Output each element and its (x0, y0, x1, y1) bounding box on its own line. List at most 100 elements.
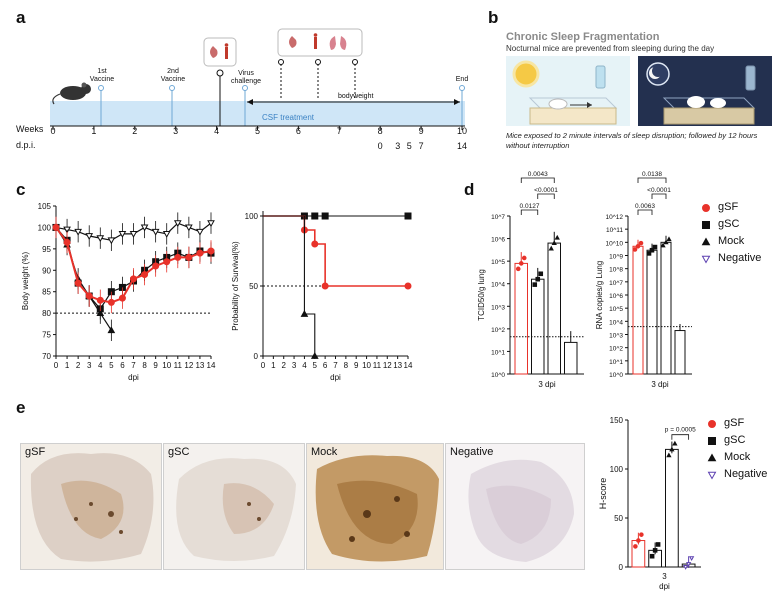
data-point-mock (672, 440, 678, 446)
data-point-gsc (649, 247, 655, 253)
y-tick-label: 100 (38, 223, 52, 232)
y-axis-label: Body weight (%) (21, 252, 30, 311)
legend-label: gSC (724, 434, 746, 446)
csf-treatment-label: CSF treatment (262, 113, 315, 122)
p-value-label: p = 0.0005 (665, 427, 696, 434)
data-point-negative (185, 224, 193, 232)
legend-marker-gsf (702, 204, 710, 212)
bar-gsc (646, 249, 658, 375)
significance-bracket (520, 177, 555, 183)
lung-label-gsc: gSC (168, 446, 190, 458)
vaccine2-label: 2nd Vaccine (160, 68, 186, 83)
x-tick-label: 10 (162, 361, 171, 370)
x-tick-label: 13 (195, 361, 204, 370)
y-tick-label: 70 (42, 352, 51, 361)
data-point-gsf (152, 262, 160, 270)
legend-label: gSF (718, 201, 739, 213)
week-tick-label: 6 (295, 126, 301, 136)
x-tick-label: 14 (404, 361, 413, 370)
panel-letter-d: d (464, 180, 475, 199)
vaccine2-marker (169, 85, 175, 126)
y-tick-label: 100 (245, 212, 259, 221)
legend-label: gSC (718, 218, 740, 230)
lung-section-mock: Mock (306, 443, 444, 570)
p-value-label: <0.0001 (534, 187, 558, 194)
data-point-gsf (52, 223, 60, 231)
week-tick-label: 7 (336, 126, 342, 136)
lung-label-mock: Mock (311, 446, 338, 458)
lung-gsf-image (30, 453, 154, 562)
data-point-gsc (655, 542, 661, 547)
dpi-tick-label: 7 (418, 141, 424, 151)
data-point-gsc (649, 553, 655, 559)
virus-challenge-marker (242, 85, 248, 126)
mouse-night-1-icon (687, 96, 705, 108)
y-tick-label: 10^8 (609, 267, 623, 274)
significance-bracket (537, 193, 555, 199)
legend-symbol (701, 255, 711, 264)
bar-gsf (514, 262, 528, 375)
data-point-gsc (535, 276, 541, 282)
y-axis-label: RNA copies/g Lung (595, 261, 604, 330)
y-tick-label: 10^5 (491, 259, 505, 266)
bar-mock (665, 448, 679, 568)
x-tick-label: 14 (207, 361, 216, 370)
x-tick-label: 8 (344, 361, 349, 370)
legend-symbol (707, 453, 717, 462)
y-tick-label: 10^0 (491, 372, 505, 379)
x-tick-label: 13 (393, 361, 402, 370)
x-tick-label: 11 (174, 361, 183, 370)
p-value-label: <0.0001 (647, 187, 671, 194)
sleep-illustration (506, 56, 772, 126)
data-point-gsf (638, 240, 644, 246)
bodyweight-arrow (247, 99, 460, 105)
data-point-negative (74, 228, 82, 236)
legend-symbol (707, 471, 717, 480)
x-tick-label: 9 (354, 361, 359, 370)
data-point-gsf (635, 243, 641, 249)
survival-point-mock (300, 309, 309, 317)
lung-section-gsc: gSC (163, 443, 305, 570)
week-tick-label: 0 (50, 126, 56, 136)
data-point-negative (685, 562, 692, 567)
legend-item-mock: Mock (706, 450, 782, 467)
legend-label: gSF (724, 417, 745, 429)
significance-bracket (651, 193, 667, 199)
week-tick-label: 2 (132, 126, 138, 136)
y-tick-label: 10^5 (609, 306, 623, 313)
lung-gsc-image (176, 458, 296, 561)
panel-letter-c: c (16, 180, 26, 199)
bar-negative (674, 330, 686, 375)
x-tick-label: 4 (302, 361, 307, 370)
y-tick-label: 90 (42, 266, 51, 275)
y-axis-label: H-score (598, 478, 608, 510)
data-point-negative (682, 565, 689, 570)
y-tick-label: 10^1 (491, 349, 505, 356)
y-tick-label: 50 (614, 514, 623, 523)
y-tick-label: 10^7 (609, 280, 623, 287)
dpi-tick-label: 5 (406, 141, 412, 151)
bar-gsf (632, 245, 644, 375)
panel-letter-b: b (488, 8, 499, 27)
legend-symbol (708, 437, 716, 445)
end-label: End (455, 76, 469, 83)
data-point-mock (669, 446, 675, 452)
legend-marker-mock (707, 453, 717, 462)
y-tick-label: 105 (38, 202, 52, 211)
panel-letter-a: a (16, 8, 26, 27)
data-point-negative (85, 233, 94, 241)
data-point-mock (551, 240, 557, 246)
legend-d: gSF gSC Mock Negative (700, 200, 780, 268)
x-tick-label: 9 (153, 361, 158, 370)
data-point-gsf (633, 544, 638, 549)
data-point-gsf (107, 298, 115, 306)
y-tick-label: 10^11 (606, 227, 623, 234)
p-value-label: 0.0043 (528, 171, 548, 178)
lung-negative-image (468, 459, 574, 562)
legend-marker-negative (707, 471, 717, 480)
lung-label-gsf: gSF (25, 446, 46, 458)
y-tick-label: 10^12 (605, 214, 623, 221)
data-point-gsf (639, 532, 644, 537)
